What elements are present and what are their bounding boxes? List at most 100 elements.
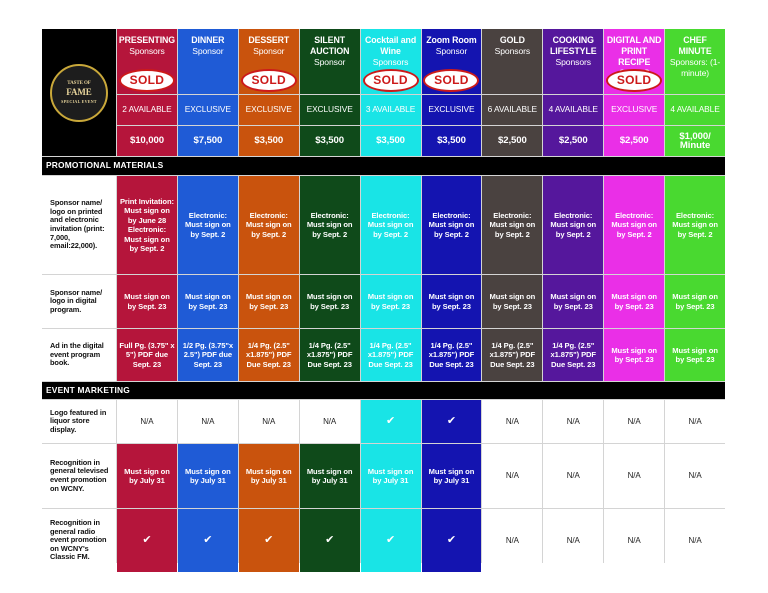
benefit-cell: Must sign on by Sept. 23 <box>482 275 543 328</box>
logo-line-1: TASTE OF <box>67 80 91 86</box>
column-header-zoom: Zoom Room Sponsor SOLD <box>421 29 482 94</box>
benefit-cell: Must sign on by Sept. 23 <box>238 275 299 328</box>
logo-line-2: FAME <box>66 87 92 97</box>
benefit-cell: Full Pg. (3.75" x 5") PDF due Sept. 23 <box>117 329 177 381</box>
column-title: Zoom Room <box>426 35 477 45</box>
na-cell: N/A <box>543 400 604 443</box>
na-cell: N/A <box>177 400 238 443</box>
benefit-cell: Must sign on by Sept. 23 <box>665 329 725 381</box>
sponsorship-table: TASTE OF FAME SPECIAL EVENT PRESENTING Sp… <box>42 29 725 572</box>
benefit-label: Ad in the digital event program book. <box>42 329 116 381</box>
availability-zoom: EXCLUSIVE <box>421 95 482 125</box>
column-subtitle: Sponsor <box>313 57 346 67</box>
na-cell: N/A <box>665 444 725 508</box>
availability-dessert: EXCLUSIVE <box>238 95 299 125</box>
benefit-cell: Must sign on by July 31 <box>360 444 421 508</box>
benefit-cell: Must sign on by Sept. 23 <box>604 275 665 328</box>
column-subtitle: Sponsors <box>555 57 591 67</box>
na-cell: N/A <box>604 444 665 508</box>
na-cell: N/A <box>299 400 360 443</box>
sold-badge: SOLD <box>362 69 419 92</box>
price-zoom: $3,500 <box>421 126 482 156</box>
column-subtitle: Sponsors <box>494 46 531 56</box>
benefit-cell: 1/4 Pg. (2.5" x1.875") PDF Due Sept. 23 <box>543 329 604 381</box>
benefit-cell: Electronic: Must sign on by Sept. 2 <box>238 176 299 274</box>
check-icon: ✔ <box>299 509 360 572</box>
taste-of-fame-logo: TASTE OF FAME SPECIAL EVENT <box>50 63 108 122</box>
benefit-cell: Electronic: Must sign on by Sept. 2 <box>177 176 238 274</box>
column-header-digital: DIGITAL AND PRINT RECIPE CARDSSOLD <box>604 29 665 94</box>
benefit-label: Recognition in general televised event p… <box>42 444 116 508</box>
column-header-dessert: DESSERT Sponsor SOLD <box>238 29 299 94</box>
benefit-cell: 1/2 Pg. (3.75"x 2.5") PDF due Sept. 23 <box>177 329 238 381</box>
column-subtitle: Sponsor <box>253 46 285 56</box>
na-cell: N/A <box>665 509 725 572</box>
section-header-promotional: PROMOTIONAL MATERIALS <box>42 157 725 175</box>
na-cell: N/A <box>604 509 665 572</box>
column-header-cooking: COOKING LIFESTYLE Sponsors <box>543 29 604 94</box>
availability-presenting: 2 AVAILABLE <box>117 95 177 125</box>
benefit-cell: Must sign on by Sept. 23 <box>421 275 482 328</box>
column-subtitle: Sponsors: (1-minute) <box>669 57 721 78</box>
column-title: GOLD <box>499 35 525 45</box>
availability-dinner: EXCLUSIVE <box>177 95 238 125</box>
availability-digital: EXCLUSIVE <box>604 95 665 125</box>
benefit-cell: Must sign on by Sept. 23 <box>177 275 238 328</box>
benefit-cell: Electronic: Must sign on by Sept. 2 <box>360 176 421 274</box>
price-dessert: $3,500 <box>238 126 299 156</box>
na-cell: N/A <box>238 400 299 443</box>
check-icon: ✔ <box>421 400 482 443</box>
benefit-cell: 1/4 Pg. (2.5" x1.875") PDF Due Sept. 23 <box>360 329 421 381</box>
benefit-cell: Electronic: Must sign on by Sept. 2 <box>421 176 482 274</box>
benefit-label: Sponsor name/ logo in digital program. <box>42 275 116 328</box>
benefit-cell: Print Invitation: Must sign on by June 2… <box>117 176 177 274</box>
sold-badge: SOLD <box>118 69 175 92</box>
column-header-cocktail: Cocktail and Wine Sponsors SOLD <box>360 29 421 94</box>
benefit-cell: Must sign on by Sept. 23 <box>665 275 725 328</box>
availability-gold: 6 AVAILABLE <box>482 95 543 125</box>
column-header-silent: SILENT AUCTION Sponsor <box>299 29 360 94</box>
availability-chef: 4 AVAILABLE <box>665 95 725 125</box>
check-icon: ✔ <box>117 509 177 572</box>
logo-line-3: SPECIAL EVENT <box>61 99 97 104</box>
availability-cooking: 4 AVAILABLE <box>543 95 604 125</box>
price-digital: $2,500 <box>604 126 665 156</box>
column-title: DINNER <box>191 35 225 45</box>
price-presenting: $10,000 <box>117 126 177 156</box>
column-title: Cocktail and Wine <box>364 35 417 56</box>
na-cell: N/A <box>543 509 604 572</box>
column-title: DESSERT <box>248 35 290 45</box>
na-cell: N/A <box>482 400 543 443</box>
column-subtitle: Sponsors <box>372 57 409 67</box>
benefit-cell: Must sign on by July 31 <box>299 444 360 508</box>
benefit-cell: Must sign on by Sept. 23 <box>117 275 177 328</box>
benefit-cell: Must sign on by Sept. 23 <box>604 329 665 381</box>
event-logo: TASTE OF FAME SPECIAL EVENT <box>42 29 116 156</box>
benefit-cell: 1/4 Pg. (2.5" x1.875") PDF Due Sept. 23 <box>421 329 482 381</box>
na-cell: N/A <box>604 400 665 443</box>
check-icon: ✔ <box>360 400 421 443</box>
benefit-cell: Must sign on by Sept. 23 <box>543 275 604 328</box>
column-header-gold: GOLD Sponsors <box>482 29 543 94</box>
benefit-cell: Must sign on by July 31 <box>238 444 299 508</box>
check-icon: ✔ <box>421 509 482 572</box>
benefit-cell: Must sign on by July 31 <box>177 444 238 508</box>
benefit-cell: Electronic: Must sign on by Sept. 2 <box>543 176 604 274</box>
benefit-cell: Electronic: Must sign on by Sept. 2 <box>299 176 360 274</box>
price-silent: $3,500 <box>299 126 360 156</box>
check-icon: ✔ <box>177 509 238 572</box>
na-cell: N/A <box>543 444 604 508</box>
column-header-chef: CHEF MINUTE Sponsors: (1-minute) <box>665 29 725 94</box>
benefit-cell: 1/4 Pg. (2.5" x1.875") PDF Due Sept. 23 <box>482 329 543 381</box>
benefit-cell: Must sign on by Sept. 23 <box>299 275 360 328</box>
column-subtitle: Sponsor <box>435 46 468 56</box>
column-title: SILENT AUCTION <box>309 35 350 56</box>
price-cooking: $2,500 <box>543 126 604 156</box>
check-icon: ✔ <box>360 509 421 572</box>
column-subtitle: Sponsors <box>129 46 165 56</box>
benefit-cell: Must sign on by July 31 <box>421 444 482 508</box>
na-cell: N/A <box>665 400 725 443</box>
benefit-cell: 1/4 Pg. (2.5" x1.875") PDF Due Sept. 23 <box>299 329 360 381</box>
availability-cocktail: 3 AVAILABLE <box>360 95 421 125</box>
sold-badge: SOLD <box>606 69 663 92</box>
